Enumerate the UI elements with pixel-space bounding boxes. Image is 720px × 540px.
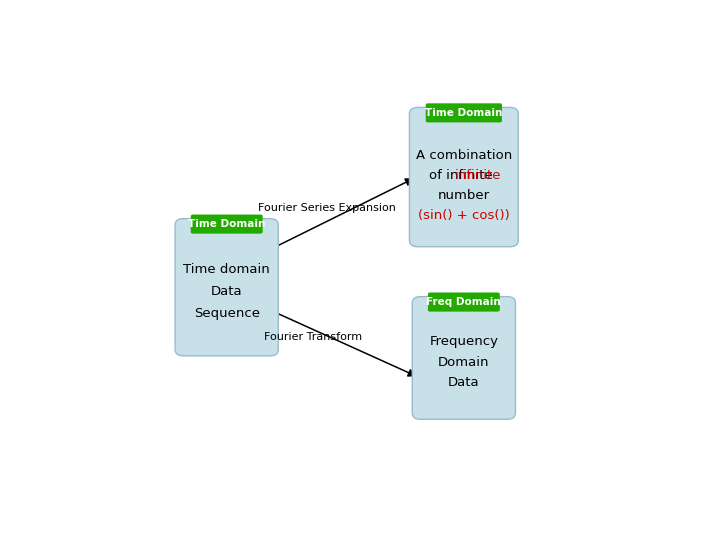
Text: of infinite: of infinite [429,169,493,182]
Text: Fourier Series Expansion: Fourier Series Expansion [258,203,396,213]
FancyBboxPatch shape [410,107,518,247]
Text: Sequence: Sequence [194,307,260,320]
Text: Frequency: Frequency [429,335,498,348]
Text: number: number [438,189,490,202]
Text: Data: Data [211,285,243,298]
Text: infinite: infinite [454,169,501,182]
Text: Freq Domain: Freq Domain [426,297,501,307]
FancyBboxPatch shape [428,293,500,312]
Text: Domain: Domain [438,356,490,369]
Text: Time domain: Time domain [184,264,270,276]
Text: Data: Data [448,376,480,389]
FancyBboxPatch shape [413,296,516,419]
FancyBboxPatch shape [426,103,502,123]
FancyBboxPatch shape [191,214,263,234]
Text: Time Domain: Time Domain [426,108,503,118]
FancyBboxPatch shape [175,219,279,356]
Text: (sin() + cos()): (sin() + cos()) [418,209,510,222]
Text: Time Domain: Time Domain [188,219,266,229]
Text: A combination: A combination [415,149,512,162]
Text: Fourier Transform: Fourier Transform [264,332,362,342]
